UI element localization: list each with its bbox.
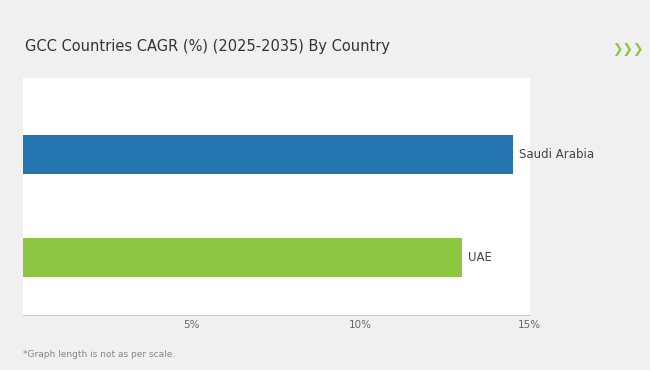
Text: GCC Countries CAGR (%) (2025-2035) By Country: GCC Countries CAGR (%) (2025-2035) By Co…: [25, 39, 390, 54]
Text: *Graph length is not as per scale.: *Graph length is not as per scale.: [23, 350, 175, 359]
Text: Saudi Arabia: Saudi Arabia: [519, 148, 594, 161]
Bar: [23, 238, 462, 278]
Bar: [23, 135, 513, 175]
Text: UAE: UAE: [468, 251, 492, 265]
Text: ❯❯❯: ❯❯❯: [612, 43, 644, 56]
